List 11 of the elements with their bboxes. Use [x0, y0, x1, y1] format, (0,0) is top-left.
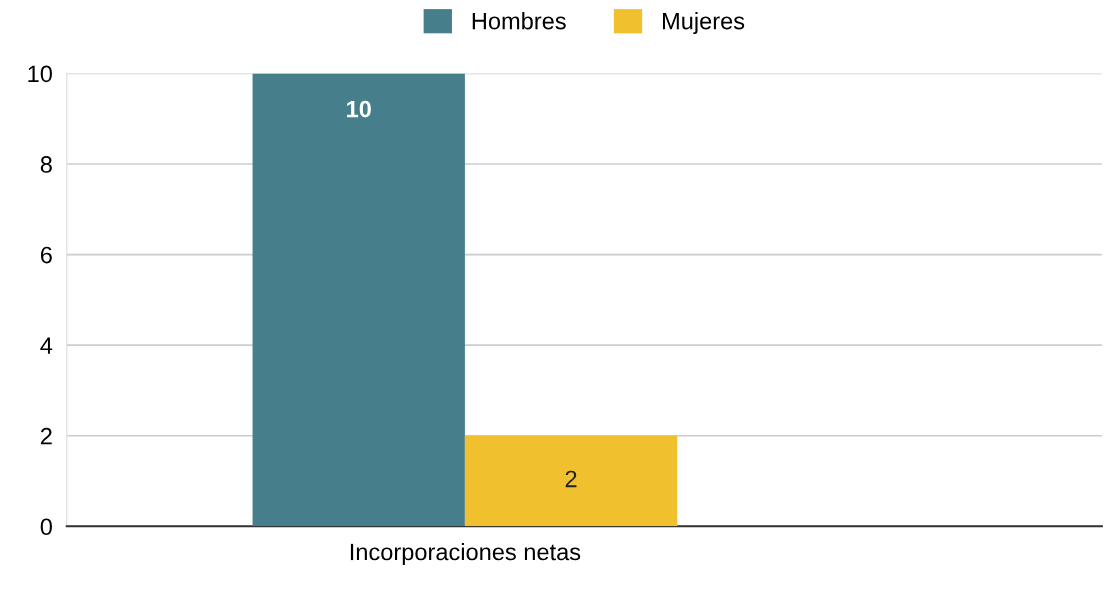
y-tick-label: 10: [28, 65, 52, 83]
data-label: 2: [565, 470, 577, 488]
y-tick-label: 6: [40, 246, 52, 264]
y-tick-label: 2: [40, 427, 52, 445]
y-tick-label: 8: [40, 156, 52, 173]
legend-label: Mujeres: [663, 12, 745, 35]
x-tick-label: Incorporaciones netas: [350, 542, 581, 565]
y-tick-label: 0: [40, 518, 52, 536]
data-label: 10: [347, 100, 371, 118]
legend-label: Hombres: [472, 12, 566, 30]
y-tick-label: 4: [40, 337, 53, 354]
